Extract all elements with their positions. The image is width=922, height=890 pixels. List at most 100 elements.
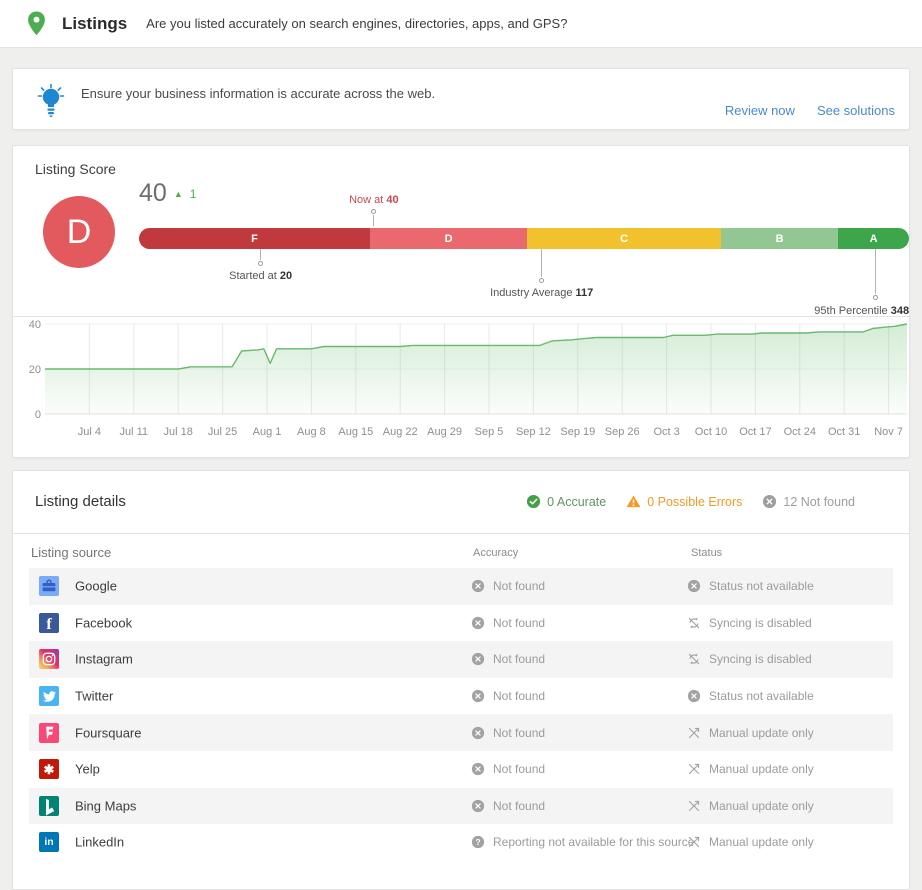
svg-text:Aug 1: Aug 1 [253,426,282,438]
x-circle-icon [687,689,701,703]
status-cell: Status not available [687,689,814,703]
summary-12-not-found: 12 Not found [762,494,855,509]
grade-segment-b: B [721,228,838,249]
listing-row-google[interactable]: GoogleNot foundStatus not available [29,568,893,605]
page-title: Listings [62,14,127,34]
status-cell: Status not available [687,579,814,593]
accuracy-cell: ?Reporting not available for this source [471,835,694,849]
x-circle-icon [471,726,485,740]
bing-icon [39,796,59,816]
svg-text:Sep 19: Sep 19 [560,426,595,438]
x-circle-icon [471,799,485,813]
listings-page: { "header": { "title": "Listings", "subt… [0,0,922,848]
svg-text:0: 0 [35,409,41,421]
svg-text:Oct 17: Oct 17 [739,426,771,438]
status-cell: Manual update only [687,835,814,849]
accuracy-cell: Not found [471,726,545,740]
status-cell: Manual update only [687,799,814,813]
see-solutions-link[interactable]: See solutions [817,103,895,118]
svg-text:20: 20 [29,364,41,376]
accuracy-cell: Not found [471,689,545,703]
svg-text:Aug 8: Aug 8 [297,426,326,438]
grade-segment-f: F [139,228,370,249]
listing-name: Facebook [75,615,132,630]
listing-row-yelp[interactable]: ✱YelpNot foundManual update only [29,751,893,788]
manual-update-icon [687,799,701,813]
grade-segment-c: C [527,228,721,249]
svg-text:Oct 10: Oct 10 [695,426,727,438]
listing-score-card: Listing Score D 40 ▲ 1 FDCBA Now at 40 S… [12,145,910,458]
svg-text:Oct 24: Oct 24 [784,426,816,438]
listing-name: Twitter [75,689,113,704]
svg-text:Sep 12: Sep 12 [516,426,551,438]
question-circle-icon: ? [471,835,485,849]
grade-segment-a: A [838,228,909,249]
twitter-icon [39,686,59,706]
svg-text:Sep 26: Sep 26 [605,426,640,438]
grade-segment-d: D [370,228,527,249]
accuracy-cell: Not found [471,616,545,630]
facebook-icon: f [39,613,59,633]
svg-text:Aug 29: Aug 29 [427,426,462,438]
marker-dot [371,209,376,214]
accuracy-cell: Not found [471,762,545,776]
score-number: 40 [139,179,167,208]
svg-text:40: 40 [29,319,41,331]
accuracy-cell: Not found [471,799,545,813]
status-cell: Syncing is disabled [687,616,812,630]
svg-text:Oct 31: Oct 31 [828,426,860,438]
manual-update-icon [687,762,701,776]
google-icon [39,576,59,596]
listing-name: Yelp [75,762,100,777]
marker-dot [539,278,544,283]
svg-text:?: ? [475,837,480,847]
svg-text:Nov 7: Nov 7 [874,426,903,438]
status-cell: Syncing is disabled [687,652,812,666]
top-bar: Listings Are you listed accurately on se… [0,0,922,48]
warning-triangle-icon [626,494,641,509]
score-delta: 1 [190,187,197,201]
score-up-arrow-icon: ▲ [174,189,183,199]
manual-update-icon [687,835,701,849]
listing-name: Google [75,579,117,594]
grade-circle: D [43,196,115,268]
x-circle-icon [687,579,701,593]
x-circle-icon [471,652,485,666]
accuracy-summary: 0 Accurate0 Possible Errors12 Not found [526,494,855,509]
x-circle-icon [471,579,485,593]
sync-disabled-icon [687,652,701,666]
yelp-icon: ✱ [39,759,59,779]
listing-row-bing[interactable]: Bing Maps Not found Manual update only [29,788,893,825]
svg-text:Jul 25: Jul 25 [208,426,237,438]
svg-text:Jul 18: Jul 18 [164,426,193,438]
foursquare-icon [39,723,59,743]
accuracy-cell: Not found [471,652,545,666]
x-circle-icon [762,494,777,509]
svg-text:Jul 11: Jul 11 [120,426,149,438]
listing-row-instagram[interactable]: InstagramNot foundSyncing is disabled [29,641,893,678]
marker-line [373,215,374,226]
location-pin-icon [25,10,48,37]
grade-bar: FDCBA [139,228,909,249]
status-cell: Manual update only [687,726,814,740]
info-banner: Ensure your business information is accu… [12,68,910,130]
listing-row-linkedin[interactable]: inLinkedIn?Reporting not available for t… [29,824,893,861]
listing-row-foursquare[interactable]: Foursquare Not found Manual update only [29,714,893,751]
column-status: Status [691,547,722,559]
score-trend-chart: Jul 4Jul 11Jul 18Jul 25Aug 1Aug 8Aug 15A… [13,316,909,446]
column-listing-source: Listing source [31,545,111,560]
svg-text:Aug 15: Aug 15 [338,426,373,438]
listing-name: Bing Maps [75,798,136,813]
marker-line [875,249,876,294]
page-subtitle: Are you listed accurately on search engi… [146,16,567,31]
manual-update-icon [687,726,701,740]
svg-text:Oct 3: Oct 3 [653,426,679,438]
review-now-link[interactable]: Review now [725,103,795,118]
linkedin-icon: in [39,832,59,852]
sync-disabled-icon [687,616,701,630]
x-circle-icon [471,762,485,776]
listing-row-facebook[interactable]: f Facebook Not found Syncing is disabled [29,605,893,642]
listing-row-twitter[interactable]: Twitter Not found Status not available [29,678,893,715]
listing-name: Foursquare [75,725,141,740]
summary-0-possible-errors: 0 Possible Errors [626,494,742,509]
